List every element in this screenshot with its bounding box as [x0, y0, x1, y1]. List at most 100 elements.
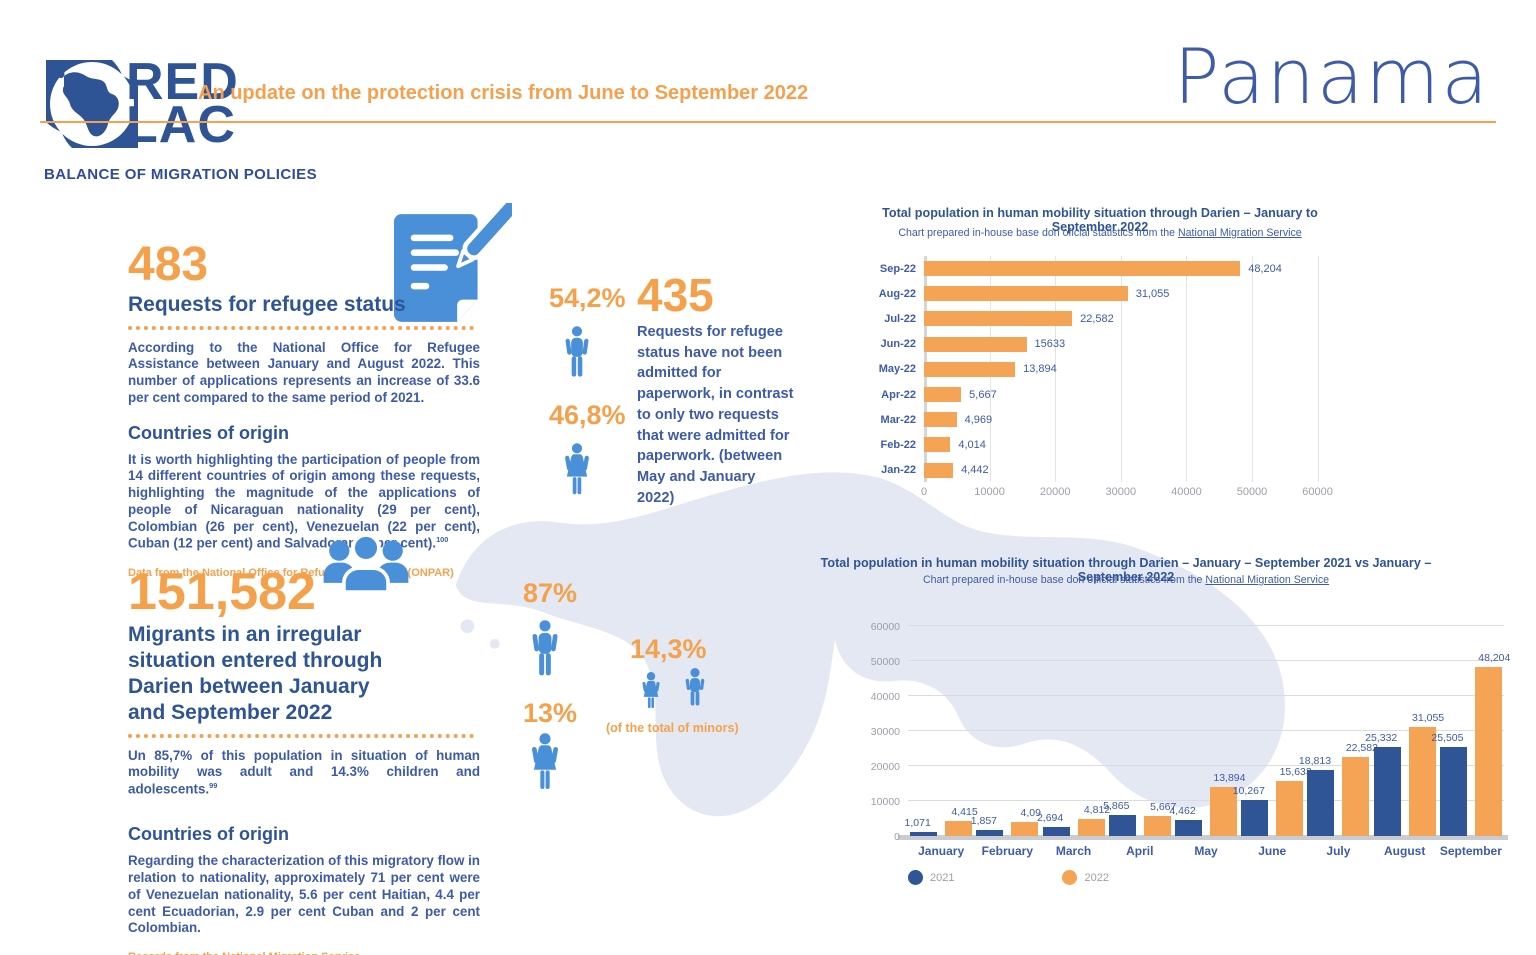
not-admitted-number: 435: [637, 269, 714, 321]
male-migrants-percentage: 87%: [523, 578, 578, 608]
value-label: 13,894: [1023, 363, 1057, 376]
nms-source-note: Records from the National Migration Serv…: [128, 951, 480, 955]
refugee-requests-number: 483: [128, 238, 209, 291]
x-tick-label: 40000: [1171, 486, 1202, 498]
value-label: 1,857: [970, 814, 998, 827]
value-label: 31,055: [1412, 712, 1445, 725]
month-label: September: [1439, 844, 1502, 858]
value-label: 4,969: [964, 413, 993, 426]
bar-row: Sep-22 48,204: [858, 256, 1340, 281]
header-divider: [40, 121, 1496, 123]
value-label: 10,267: [1232, 785, 1265, 798]
bar-group-July: 18,813 22,582: [1299, 626, 1378, 836]
bar-group-August: 25,332 31,055: [1365, 626, 1444, 836]
bar-row: Jul-22 22,582: [858, 306, 1340, 331]
nms-link[interactable]: National Migration Service: [1178, 227, 1302, 239]
migrants-number: 151,582: [128, 563, 316, 621]
y-tick-label: 30000: [870, 726, 900, 738]
y-tick-label: 40000: [870, 691, 900, 704]
bar-group-April: 5,865 5,667: [1103, 626, 1176, 836]
x-axis: 0 10000 20000 30000 40000 50000 60000: [921, 486, 1334, 502]
legend-dot: [1062, 870, 1078, 885]
value-label: 15633: [1034, 338, 1066, 351]
refugee-requests-title: Requests for refugee status: [128, 293, 406, 317]
bar-Mar-22: [924, 412, 957, 428]
value-label: 31,055: [1135, 287, 1170, 300]
report-subtitle: An update on the protection crisis from …: [198, 82, 809, 104]
bar-group-June: 10,267 15,633: [1233, 626, 1312, 836]
value-label: 2,694: [1036, 811, 1064, 824]
bar-2021-June: 10,267: [1233, 785, 1269, 836]
bar-2022-March: 4,812: [1077, 804, 1110, 836]
gridline: [1186, 256, 1188, 482]
redlac-globe-icon: [46, 60, 138, 148]
bar-group-May: 4,462 13,894: [1169, 626, 1245, 836]
gridline: [908, 660, 1504, 661]
value-label: 15,633: [1279, 766, 1312, 779]
bar-row: Aug-22 31,055: [858, 281, 1340, 306]
month-label: August: [1383, 844, 1426, 858]
y-tick-label: 0: [894, 831, 900, 843]
refugee-requests-body: According to the National Office for Ref…: [128, 339, 480, 405]
comparison-chart-title: Total population in human mobility situa…: [820, 556, 1432, 584]
bar-Aug-22: [924, 286, 1128, 302]
gridline: [1120, 256, 1122, 482]
bar-May-22: [924, 361, 1016, 377]
x-tick-label: 30000: [1105, 486, 1137, 498]
category-label: Mar-22: [880, 413, 916, 426]
not-admitted-body: Requests for refugee status have not bee…: [637, 324, 794, 506]
bar-2022-July: 22,582: [1342, 742, 1378, 836]
month-label: July: [1326, 844, 1351, 858]
minors-caption: (of the total of minors): [606, 721, 739, 735]
countries-of-origin-body: It is worth highlighting the participati…: [128, 451, 480, 551]
bar-row: May-22 13,894: [858, 357, 1340, 382]
male-person-icon: [565, 326, 589, 377]
y-tick-label: 60000: [870, 621, 900, 633]
darien-comparison-bar-chart: 0 10000 20000 30000 40000 50000 60000 1,071 4,41…: [852, 612, 1510, 904]
month-label: April: [1126, 844, 1154, 858]
category-label: Aug-22: [878, 287, 916, 300]
bar-Jun-22: [924, 336, 1027, 352]
gridline: [1317, 256, 1319, 482]
value-label: 4,812: [1083, 804, 1111, 817]
month-label: May: [1194, 844, 1218, 858]
value-label: 13,894: [1213, 772, 1246, 785]
bar-row: Jun-22 15633: [858, 332, 1340, 357]
legend-label: 2021: [930, 871, 955, 884]
monthly-chart-title: Total population in human mobility situa…: [882, 206, 1318, 234]
bar-2022-August: 31,055: [1408, 712, 1444, 836]
legend-label: 2022: [1084, 871, 1109, 884]
value-label: 22,582: [1080, 312, 1114, 325]
gridline: [908, 765, 1504, 767]
category-label: Jan-22: [881, 464, 916, 477]
female-person-icon: [531, 733, 559, 789]
migrants-title: Migrants in an irregular situation enter…: [128, 622, 383, 725]
nms-link[interactable]: National Migration Service: [1205, 574, 1330, 586]
category-label: Sep-22: [879, 262, 916, 275]
x-tick-label: 50000: [1236, 486, 1268, 498]
value-label: 5,667: [969, 388, 997, 401]
male-requests-percentage: 54,2%: [549, 283, 626, 313]
gridline: [1252, 256, 1253, 482]
monthly-chart-subtitle: Chart prepared in-house base don oficial…: [898, 227, 1302, 239]
bar-Jul-22: [924, 311, 1073, 327]
boy-child-icon: [685, 668, 705, 706]
dotted-divider: [128, 733, 474, 738]
month-label: March: [1055, 844, 1092, 858]
section-title: BALANCE OF MIGRATION POLICIES: [44, 166, 317, 183]
girl-child-icon: [642, 672, 660, 709]
bar-Sep-22: [924, 261, 1241, 277]
x-axis-labels: January February March April May June July Augu…: [908, 844, 1504, 860]
x-tick-label: 20000: [1039, 486, 1071, 498]
legend-item-2022: 2022: [1062, 870, 1109, 885]
refugee-requests-block: 483 Requests for refugee status Accordin…: [128, 238, 480, 579]
female-person-icon: [565, 443, 589, 495]
bar-group-September: 25,505 48,204: [1431, 626, 1510, 836]
bar-row: Apr-22 5,667: [858, 382, 1340, 407]
bar-2022-January: 4,415: [945, 806, 978, 836]
footnote-ref: 100: [436, 535, 449, 545]
bar-2021-May: 4,462: [1169, 805, 1202, 836]
value-label: 25,505: [1431, 731, 1464, 744]
category-label: Apr-22: [881, 388, 916, 401]
value-label: 4,415: [951, 805, 978, 818]
